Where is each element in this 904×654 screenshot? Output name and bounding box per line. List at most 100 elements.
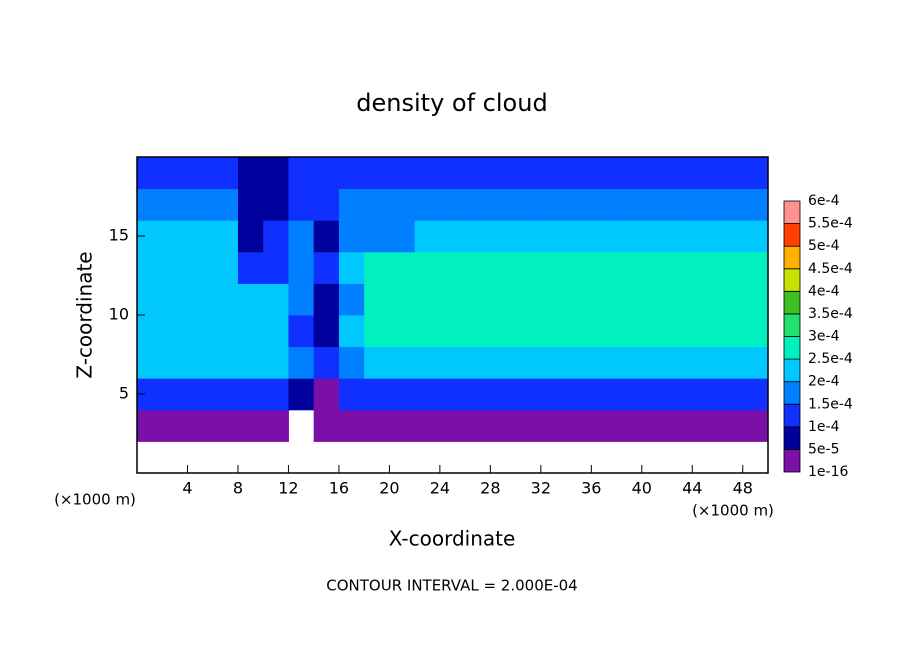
cell — [439, 346, 466, 379]
cell — [338, 251, 365, 284]
cell — [465, 378, 491, 411]
cell — [490, 378, 517, 411]
cell — [212, 220, 239, 253]
cell — [692, 220, 719, 253]
cell — [490, 346, 517, 379]
cell — [717, 409, 744, 442]
cell — [465, 188, 491, 221]
x-tick-label: 36 — [581, 479, 601, 498]
colorbar-swatch — [783, 449, 801, 473]
cell — [641, 346, 668, 379]
cell — [187, 378, 214, 411]
cell — [667, 346, 693, 379]
cell — [692, 378, 719, 411]
cell — [263, 251, 289, 284]
colorbar-swatch — [783, 426, 801, 450]
colorbar-swatch — [783, 336, 801, 360]
cell — [591, 251, 618, 284]
cell — [263, 315, 289, 348]
cell — [414, 251, 441, 284]
cell — [212, 409, 239, 442]
cell — [237, 188, 264, 221]
x-axis-label: X-coordinate — [389, 527, 516, 551]
cell — [717, 346, 744, 379]
cell — [288, 188, 315, 221]
cell — [515, 346, 542, 379]
cell — [313, 346, 340, 379]
cell — [566, 157, 592, 190]
x-tick-label: 8 — [233, 479, 243, 498]
cell — [389, 283, 416, 316]
cell — [439, 251, 466, 284]
cell — [288, 346, 315, 379]
cell — [591, 283, 618, 316]
cell — [667, 409, 693, 442]
cell — [515, 378, 542, 411]
cell — [364, 315, 390, 348]
cell — [212, 315, 239, 348]
cell — [515, 283, 542, 316]
cell — [313, 188, 340, 221]
cell — [465, 220, 491, 253]
cell — [137, 251, 163, 284]
cell — [616, 157, 643, 190]
cell — [742, 346, 769, 379]
colorbar-swatch — [783, 358, 801, 383]
cell — [465, 251, 491, 284]
cell — [641, 283, 668, 316]
cell — [515, 188, 542, 221]
x-tick-label: 12 — [278, 479, 298, 498]
colorbar-label: 2e-4 — [808, 374, 840, 390]
cell — [591, 220, 618, 253]
cell — [641, 315, 668, 348]
cell — [338, 188, 365, 221]
cell — [742, 283, 769, 316]
cell — [641, 251, 668, 284]
subtitle: CONTOUR INTERVAL = 2.000E-04 — [326, 577, 577, 595]
colorbar-label: 2.5e-4 — [808, 351, 853, 367]
cell — [364, 220, 390, 253]
cell — [641, 378, 668, 411]
x-tick-label: 32 — [531, 479, 551, 498]
cell — [540, 315, 567, 348]
cell — [742, 315, 769, 348]
cell — [313, 157, 340, 190]
colorbar-swatch — [783, 381, 801, 405]
cell — [490, 315, 517, 348]
cell — [717, 315, 744, 348]
cell — [465, 283, 491, 316]
cell — [364, 346, 390, 379]
cell — [717, 157, 744, 190]
cell — [288, 251, 315, 284]
cell — [389, 409, 416, 442]
y-tick-label: 10 — [109, 305, 129, 324]
cell — [742, 188, 769, 221]
cell — [591, 315, 618, 348]
cell — [692, 409, 719, 442]
cell — [263, 283, 289, 316]
cell — [465, 157, 491, 190]
cell — [414, 283, 441, 316]
cell — [591, 409, 618, 442]
cell — [364, 409, 390, 442]
colorbar-swatch — [783, 403, 801, 428]
cell — [439, 283, 466, 316]
cell — [692, 346, 719, 379]
cell — [641, 220, 668, 253]
colorbar-label: 1e-16 — [808, 464, 848, 480]
cell — [364, 251, 390, 284]
cell — [515, 220, 542, 253]
cell — [263, 346, 289, 379]
cell — [263, 157, 289, 190]
cell — [742, 157, 769, 190]
cell — [717, 220, 744, 253]
cell — [338, 283, 365, 316]
cell — [667, 220, 693, 253]
cell — [237, 157, 264, 190]
cell — [717, 283, 744, 316]
cell — [742, 378, 769, 411]
cell — [515, 251, 542, 284]
x-tick-label: 48 — [733, 479, 753, 498]
chart-title: density of cloud — [356, 89, 547, 117]
